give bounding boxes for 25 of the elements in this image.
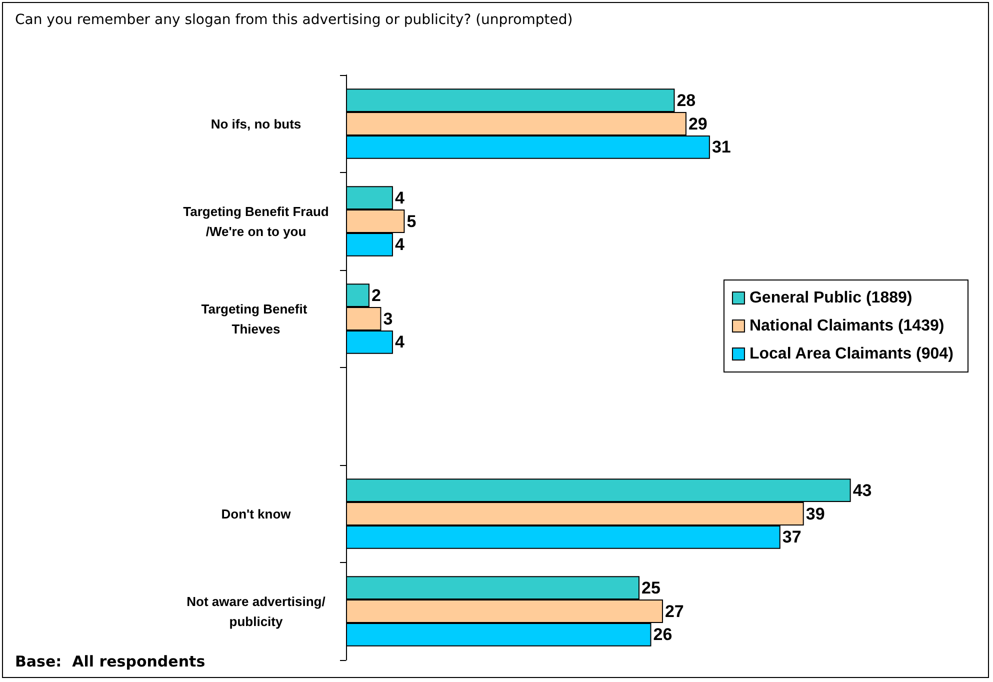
data-label: 2	[371, 286, 381, 305]
text: Base: All respondents	[15, 652, 206, 670]
legend-label: Local Area Claimants (904)	[749, 346, 954, 362]
data-label: 5	[406, 212, 416, 231]
y-tick-label: Targeting Benefit Fraud/We're on to you	[183, 204, 329, 239]
data-label: 4	[394, 332, 405, 352]
y-tick-label: No ifs, no buts	[210, 116, 302, 132]
legend-label: General Public (1889)	[749, 290, 912, 306]
data-label: 28	[676, 90, 696, 110]
data-label: 29	[688, 114, 708, 134]
data-label: 25	[642, 578, 660, 598]
data-label: 3	[383, 309, 393, 328]
data-label: 4	[394, 235, 405, 254]
y-tick-label: Not aware advertising/publicity	[186, 594, 326, 629]
data-label: 37	[782, 528, 802, 547]
chart-title: Can you remember any slogan from this advertising or publicity? (unprompted)	[15, 12, 573, 28]
y-tick-label: Targeting Benefit Thieves	[201, 301, 311, 336]
data-label: 26	[653, 625, 672, 644]
legend-label: National Claimants (1439)	[749, 318, 944, 334]
data-label: 39	[806, 504, 825, 524]
data-label: 4	[394, 188, 405, 208]
data-label: 43	[852, 480, 872, 500]
data-label: 27	[664, 602, 684, 621]
y-tick-label: Don't know	[221, 506, 292, 522]
data-label: 31	[712, 138, 731, 157]
